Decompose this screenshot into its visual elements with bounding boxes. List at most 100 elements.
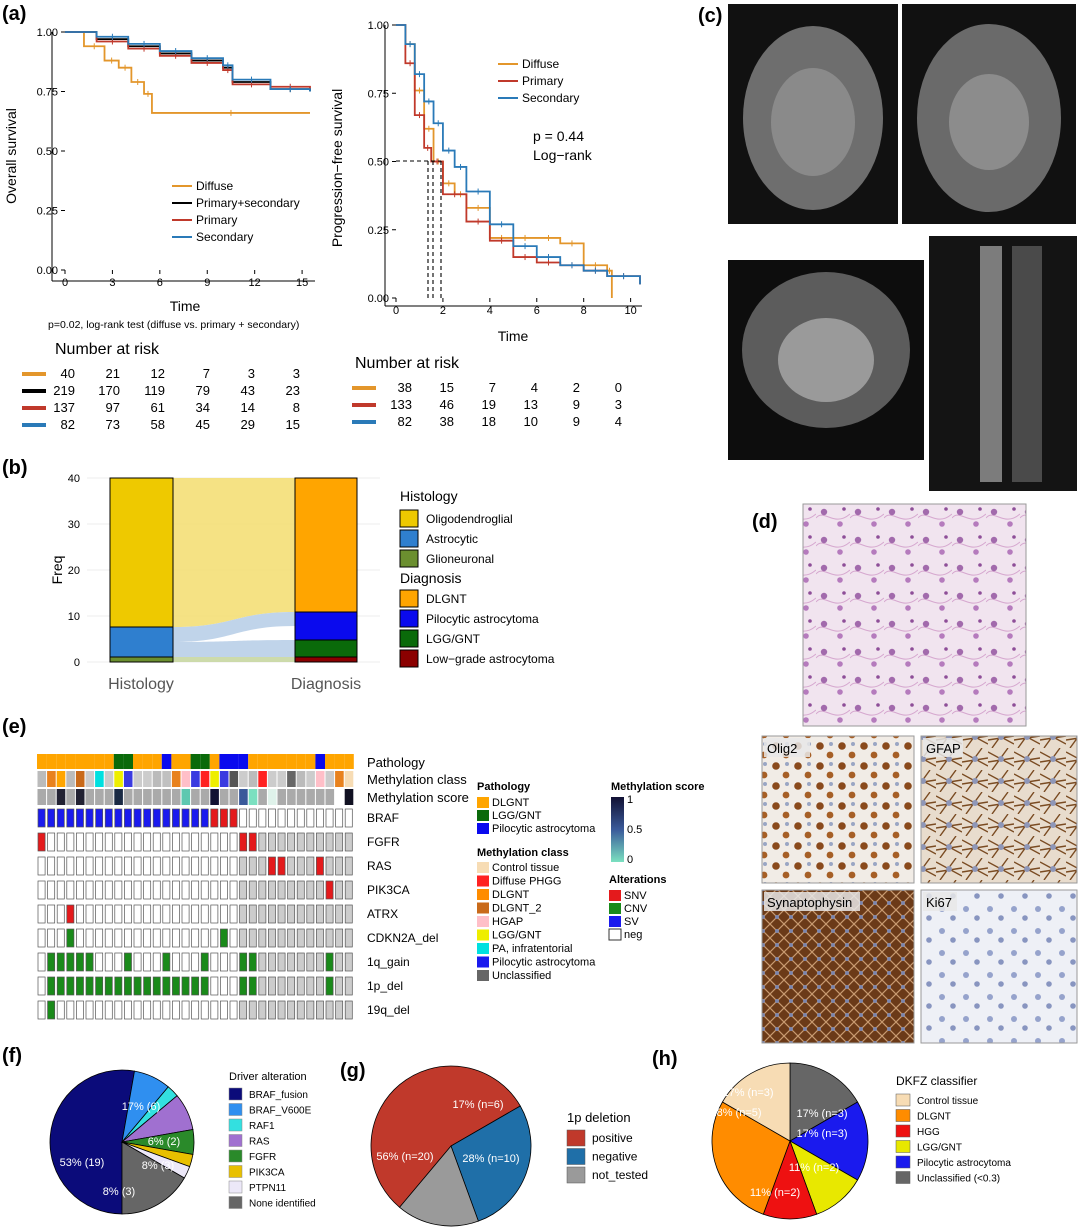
- onco-cell-alteration: [258, 832, 267, 852]
- onco-cell-alteration: [239, 928, 248, 948]
- synaptophysin-image: [761, 889, 915, 1044]
- sankey-y-title: Freq: [49, 556, 65, 585]
- sankey-plot: 0 10 20 30 40 Freq Histology Diagnosis Histo…: [49, 473, 555, 693]
- risk-value: 58: [151, 417, 165, 432]
- onco-cell-alteration: [162, 832, 171, 852]
- legend-pathology-title: Pathology: [477, 781, 531, 793]
- risk-value: 82: [398, 414, 412, 429]
- flow-astro-lgg: [173, 640, 295, 657]
- onco-cell-class: [315, 771, 325, 787]
- onco-cell-alteration: [306, 1000, 315, 1020]
- onco-cell-alteration: [248, 856, 257, 876]
- onco-cell-class: [85, 771, 95, 787]
- legend-class-key: [477, 956, 489, 968]
- panel-label-a: (a): [2, 3, 26, 25]
- pie-h-legend-key: [895, 1155, 911, 1169]
- pie-slice-label: 8% (3): [103, 1186, 135, 1198]
- onco-cell-alteration: [162, 880, 171, 900]
- os-risk-title: Number at risk: [55, 341, 160, 358]
- onco-cell-alteration: [114, 928, 123, 948]
- onco-cell-pathology: [209, 754, 220, 769]
- onco-cell-alteration: [124, 832, 132, 852]
- onco-cell-alteration: [210, 952, 219, 972]
- legend-alt-title: Alterations: [609, 874, 666, 886]
- onco-cell-score: [133, 789, 143, 805]
- onco-cell-alteration: [248, 976, 257, 996]
- onco-cell-alteration: [143, 952, 152, 972]
- onco-cell-alteration: [287, 1000, 296, 1020]
- onco-cell-alteration: [95, 976, 104, 996]
- pie-h-legend-label: Unclassified (<0.3): [917, 1174, 1000, 1185]
- onco-cell-pathology: [200, 754, 210, 769]
- onco-cell-alteration: [229, 856, 238, 876]
- onco-cell-alteration: [344, 1000, 353, 1020]
- onco-cell-class: [75, 771, 85, 787]
- onco-cell-score: [258, 789, 267, 805]
- onco-cell-alteration: [47, 808, 56, 828]
- onco-cell-score: [306, 789, 315, 805]
- onco-cell-alteration: [335, 1000, 344, 1020]
- legend-class-label: Control tissue: [492, 862, 559, 874]
- onco-cell-class: [104, 771, 114, 787]
- onco-cell-alteration: [335, 880, 344, 900]
- onco-cell-alteration: [335, 928, 344, 948]
- onco-cell-alteration: [229, 808, 238, 828]
- onco-cell-alteration: [268, 928, 276, 948]
- onco-cell-alteration: [181, 832, 190, 852]
- onco-cell-class: [267, 771, 277, 787]
- onco-cell-alteration: [104, 808, 113, 828]
- oncoprint-grid: [37, 754, 354, 1020]
- onco-cell-class: [143, 771, 152, 787]
- onco-cell-alteration: [143, 904, 152, 924]
- onco-cell-alteration: [210, 856, 219, 876]
- os-legend-combined: Primary+secondary: [196, 196, 300, 210]
- onco-cell-score: [315, 789, 325, 805]
- risk-value: 133: [390, 397, 412, 412]
- onco-cell-score: [171, 789, 181, 805]
- legend-class-title: Methylation class: [477, 847, 569, 859]
- y-tick-label: 0.50: [37, 146, 58, 158]
- onco-cell-alteration: [316, 880, 324, 900]
- pie-f-legend-key: [228, 1134, 243, 1147]
- panel-label-h: (h): [652, 1048, 678, 1070]
- onco-cell-alteration: [104, 1000, 113, 1020]
- pie-g-legend-key: [566, 1166, 586, 1184]
- risk-value: 61: [151, 400, 165, 415]
- onco-cell-alteration: [335, 808, 344, 828]
- onco-cell-alteration: [172, 880, 180, 900]
- onco-cell-alteration: [162, 856, 171, 876]
- pie-f-legend-label: BRAF_fusion: [249, 1090, 308, 1101]
- onco-cell-alteration: [56, 832, 65, 852]
- onco-cell-score: [344, 789, 354, 805]
- onco-cell-alteration: [104, 904, 113, 924]
- onco-cell-alteration: [344, 880, 353, 900]
- onco-cell-alteration: [152, 808, 161, 828]
- onco-cell-alteration: [229, 880, 238, 900]
- onco-cell-alteration: [258, 880, 267, 900]
- onco-cell-alteration: [258, 928, 267, 948]
- pie-f-legend-label: RAS: [249, 1137, 270, 1148]
- onco-cell-alteration: [66, 928, 75, 948]
- legend-class-label: Unclassified: [492, 970, 551, 982]
- onco-cell-alteration: [229, 928, 238, 948]
- onco-row-fgfr: FGFR: [367, 835, 400, 849]
- onco-cell-alteration: [85, 1000, 94, 1020]
- onco-cell-alteration: [210, 1000, 219, 1020]
- pie-slice-label: 17% (n=3): [796, 1128, 847, 1140]
- onco-cell-class: [133, 771, 143, 787]
- onco-cell-alteration: [172, 976, 180, 996]
- onco-cell-alteration: [335, 976, 344, 996]
- legend-alt-cnv: CNV: [624, 903, 648, 915]
- pie-h-legend-key: [895, 1093, 911, 1107]
- onco-cell-alteration: [306, 880, 315, 900]
- onco-cell-pathology: [334, 754, 345, 769]
- pie-slice-label: 17% (n=6): [452, 1099, 503, 1111]
- pfs-test: Log−rank: [533, 147, 593, 163]
- onco-cell-alteration: [85, 880, 94, 900]
- onco-cell-alteration: [37, 952, 46, 972]
- legend-alt-neg: neg: [624, 929, 642, 941]
- risk-value: 73: [106, 417, 120, 432]
- onco-cell-score: [47, 789, 56, 805]
- onco-cell-alteration: [296, 928, 305, 948]
- onco-cell-alteration: [143, 856, 152, 876]
